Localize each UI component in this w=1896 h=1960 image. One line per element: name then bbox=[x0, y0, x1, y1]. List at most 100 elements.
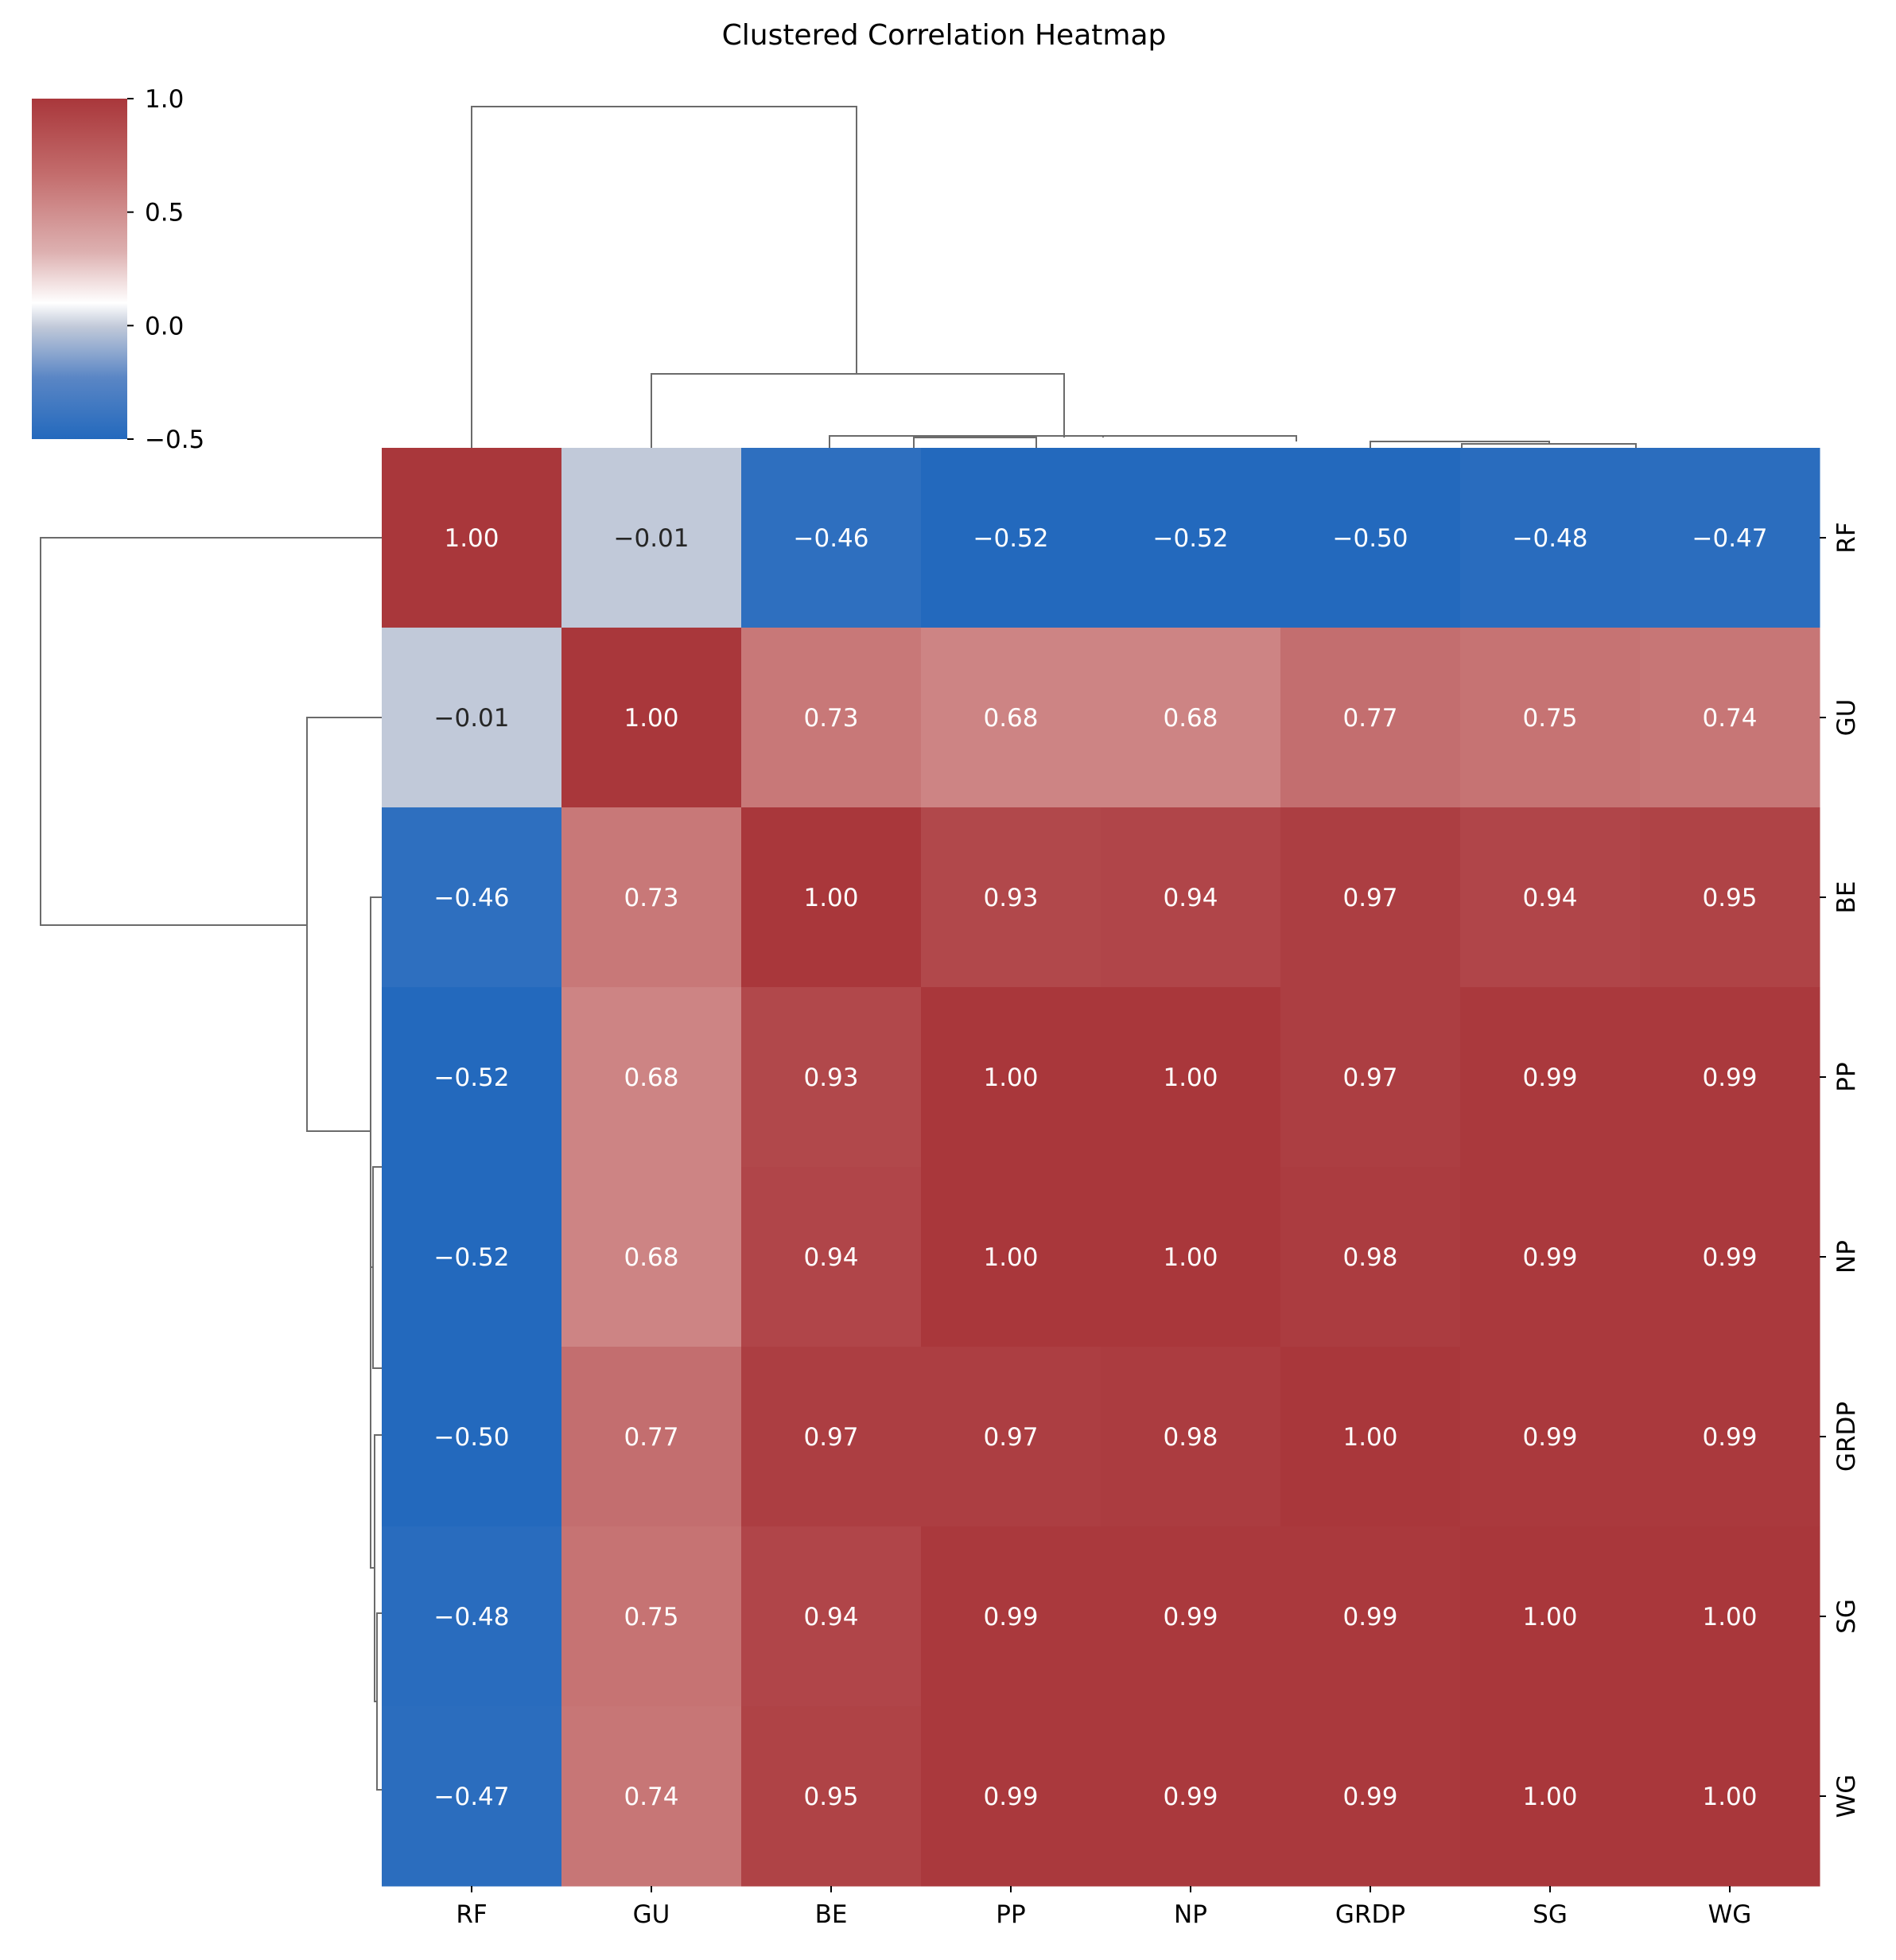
dendrogram-link bbox=[471, 106, 857, 448]
x-tick-label: WG bbox=[1708, 1900, 1752, 1929]
heatmap-cell bbox=[561, 628, 742, 808]
cell-value-label: 0.75 bbox=[1522, 704, 1577, 733]
heatmap-cell bbox=[1101, 628, 1281, 808]
cell-value-label: 0.93 bbox=[983, 884, 1038, 912]
heatmap-cell bbox=[382, 1706, 562, 1887]
cell-value-label: −0.52 bbox=[1153, 524, 1229, 553]
heatmap-cell bbox=[561, 1526, 742, 1707]
dendrogram-link bbox=[370, 1266, 375, 1569]
cell-value-label: 0.99 bbox=[1702, 1064, 1757, 1092]
y-tick-label: NP bbox=[1832, 1240, 1861, 1274]
cell-value-label: 1.00 bbox=[1342, 1423, 1397, 1452]
heatmap-cell bbox=[382, 1347, 562, 1527]
heatmap-cell bbox=[1280, 448, 1461, 628]
heatmap-cell bbox=[1460, 628, 1641, 808]
cell-value-label: 0.97 bbox=[1342, 884, 1397, 912]
heatmap-cell bbox=[1640, 1167, 1820, 1348]
heatmap-cell bbox=[1280, 987, 1461, 1168]
cell-value-label: −0.52 bbox=[434, 1243, 510, 1272]
heatmap-cell bbox=[741, 1347, 922, 1527]
cell-value-label: −0.47 bbox=[1692, 524, 1768, 553]
y-tick-label: SG bbox=[1832, 1599, 1861, 1634]
x-tick-label: SG bbox=[1533, 1900, 1568, 1929]
cell-value-label: −0.52 bbox=[973, 524, 1049, 553]
y-axis-ticks: RF GU BE PP NP GRDP SG WG bbox=[1820, 522, 1861, 1818]
cell-value-label: 0.97 bbox=[803, 1423, 858, 1452]
heatmap-cell bbox=[921, 1347, 1101, 1527]
cell-value-label: −0.01 bbox=[614, 524, 690, 553]
cell-value-label: 0.99 bbox=[983, 1783, 1038, 1811]
heatmap-cell bbox=[741, 987, 922, 1168]
cell-value-label: 0.75 bbox=[624, 1603, 678, 1631]
heatmap-cell bbox=[1640, 448, 1820, 628]
cell-value-label: 0.74 bbox=[1702, 704, 1757, 733]
dendrogram-link bbox=[651, 373, 1065, 448]
cell-value-label: −0.46 bbox=[434, 884, 510, 912]
heatmap-cell bbox=[1101, 1706, 1281, 1887]
cell-value-label: −0.47 bbox=[434, 1783, 510, 1811]
y-tick-label: GRDP bbox=[1832, 1402, 1861, 1472]
heatmap-cell bbox=[382, 987, 562, 1168]
column-dendrogram bbox=[471, 106, 1637, 448]
heatmap-cell bbox=[561, 1706, 742, 1887]
heatmap-cell bbox=[1640, 1347, 1820, 1527]
colorbar: 1.0 0.5 0.0 −0.5 bbox=[32, 85, 204, 454]
heatmap-cell bbox=[561, 448, 742, 628]
heatmap-cell bbox=[1280, 1706, 1461, 1887]
heatmap-cell bbox=[921, 1706, 1101, 1887]
cell-value-label: 0.99 bbox=[1163, 1783, 1218, 1811]
x-tick-label: BE bbox=[815, 1900, 848, 1929]
cell-value-label: 0.99 bbox=[1702, 1243, 1757, 1272]
heatmap-cell bbox=[921, 1167, 1101, 1348]
dendrogram-link bbox=[1370, 441, 1550, 448]
y-tick-label: WG bbox=[1832, 1775, 1861, 1818]
colorbar-tick-label: −0.5 bbox=[145, 426, 204, 454]
x-tick-label: GRDP bbox=[1335, 1900, 1405, 1929]
cell-value-label: 0.68 bbox=[624, 1243, 678, 1272]
heatmap-cell bbox=[1460, 448, 1641, 628]
cell-value-label: 0.99 bbox=[1522, 1243, 1577, 1272]
heatmap-cell bbox=[921, 987, 1101, 1168]
cell-value-label: 0.74 bbox=[624, 1783, 678, 1811]
heatmap-cell bbox=[561, 1347, 742, 1527]
cell-value-label: 0.73 bbox=[624, 884, 678, 912]
cell-value-label: 0.77 bbox=[624, 1423, 678, 1452]
heatmap-cell bbox=[741, 1167, 922, 1348]
heatmap-cell bbox=[1460, 1347, 1641, 1527]
cell-value-label: 1.00 bbox=[1163, 1243, 1218, 1272]
y-tick-label: RF bbox=[1832, 522, 1861, 553]
heatmap-cell bbox=[1640, 628, 1820, 808]
cell-value-label: 0.94 bbox=[803, 1243, 858, 1272]
x-tick-label: PP bbox=[996, 1900, 1025, 1929]
cell-value-label: 0.97 bbox=[1342, 1064, 1397, 1092]
cell-value-label: −0.50 bbox=[1333, 524, 1408, 553]
cell-value-label: 0.99 bbox=[983, 1603, 1038, 1631]
heatmap-cell bbox=[921, 807, 1101, 988]
cell-value-label: 1.00 bbox=[1702, 1783, 1757, 1811]
cell-value-label: 0.68 bbox=[624, 1064, 678, 1092]
dendrogram-link bbox=[372, 1166, 382, 1369]
heatmap-cell bbox=[382, 628, 562, 808]
cell-value-label: −0.50 bbox=[434, 1423, 510, 1452]
heatmap-cell bbox=[1460, 1167, 1641, 1348]
colorbar-tick-label: 0.5 bbox=[145, 199, 184, 228]
cell-value-label: 0.94 bbox=[1522, 884, 1577, 912]
cell-value-label: 0.99 bbox=[1522, 1064, 1577, 1092]
cell-value-label: −0.46 bbox=[794, 524, 869, 553]
cell-value-label: 1.00 bbox=[1522, 1603, 1577, 1631]
heatmap-cell bbox=[1280, 628, 1461, 808]
cell-value-label: 0.98 bbox=[1342, 1243, 1397, 1272]
cell-value-label: 0.68 bbox=[1163, 704, 1218, 733]
cell-value-label: 1.00 bbox=[444, 524, 499, 553]
cell-value-label: 1.00 bbox=[803, 884, 858, 912]
cell-value-label: −0.52 bbox=[434, 1064, 510, 1092]
heatmap-cell bbox=[382, 1526, 562, 1707]
cell-value-label: −0.48 bbox=[1513, 524, 1588, 553]
dendrogram-link bbox=[376, 1612, 382, 1791]
y-tick-label: PP bbox=[1832, 1062, 1861, 1091]
cell-value-label: 0.68 bbox=[983, 704, 1038, 733]
cell-value-label: 0.95 bbox=[803, 1783, 858, 1811]
heatmap-cell bbox=[921, 1526, 1101, 1707]
x-tick-label: NP bbox=[1174, 1900, 1207, 1929]
